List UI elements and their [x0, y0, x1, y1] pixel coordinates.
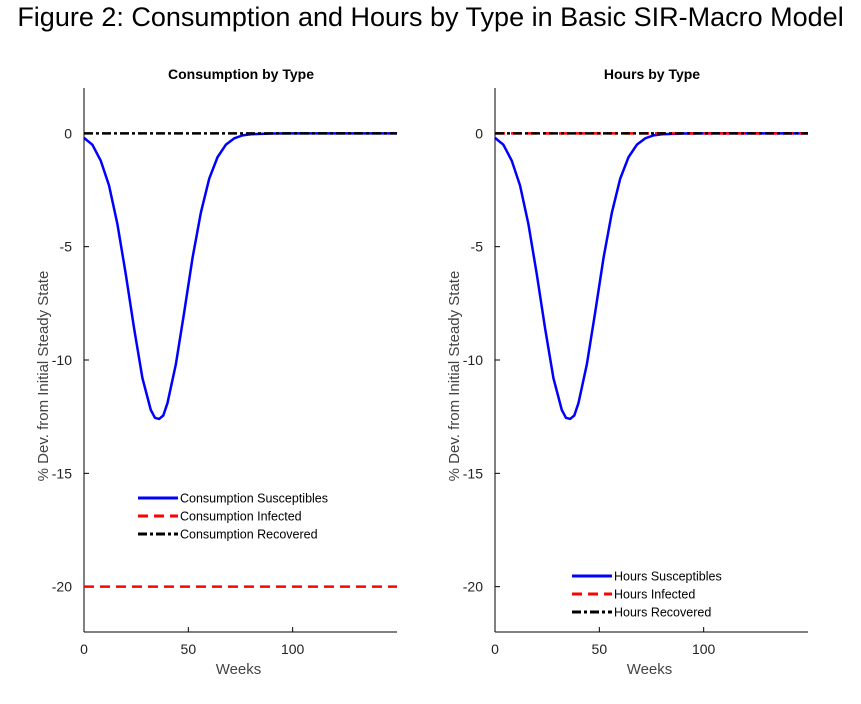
chart-2-y-tick-label: -20 — [463, 579, 483, 595]
chart-1-title: Consumption by Type — [168, 66, 314, 82]
chart-2-y-axis-label: % Dev. from Initial Steady State — [446, 271, 463, 482]
chart-1-legend-label-consumption-infected: Consumption Infected — [180, 510, 302, 524]
chart-1-x-axis-label: Weeks — [216, 661, 262, 678]
chart-1-series-consumption-susceptibles — [83, 132, 397, 421]
chart-1-y-tick-label: -20 — [52, 579, 72, 595]
chart-2-x-tick-label: 0 — [491, 641, 499, 657]
chart-2-legend-label-hours-infected: Hours Infected — [614, 588, 695, 602]
chart-2-y-tick-label: -15 — [463, 465, 483, 481]
chart-1-y-axis-label: % Dev. from Initial Steady State — [35, 271, 52, 482]
chart-2-x-axis-label: Weeks — [627, 661, 673, 678]
chart-1-x-tick-label: 50 — [181, 641, 197, 657]
chart-1-legend-label-consumption-recovered: Consumption Recovered — [180, 528, 318, 542]
chart-1-y-tick-label: -15 — [52, 465, 72, 481]
chart-2-x-tick-label: 100 — [692, 641, 716, 657]
chart-1-y-tick-label: -5 — [60, 239, 73, 255]
chart-2-x-tick-label: 50 — [592, 641, 608, 657]
figure-title: Figure 2: Consumption and Hours by Type … — [17, 2, 844, 32]
chart-1-x-tick-label: 0 — [80, 641, 88, 657]
chart-2-legend-label-hours-recovered: Hours Recovered — [614, 606, 711, 620]
chart-2-y-tick-label: -10 — [463, 352, 483, 368]
consumption-chart: Consumption by Type 0 -5 -10 -15 -20 0 50 100 Wee… — [35, 66, 397, 678]
chart-1-y-tick-label: -10 — [52, 352, 72, 368]
chart-2-series-hours-susceptibles — [494, 132, 808, 421]
chart-2-legend-label-hours-susceptibles: Hours Susceptibles — [614, 570, 722, 584]
chart-1-x-tick-label: 100 — [281, 641, 305, 657]
chart-2-y-tick-label: -5 — [471, 239, 484, 255]
chart-2-title: Hours by Type — [604, 66, 700, 82]
chart-1-legend-label-consumption-susceptibles: Consumption Susceptibles — [180, 492, 328, 506]
chart-2-y-tick-label: 0 — [475, 125, 483, 141]
hours-chart: Hours by Type 0 -5 -10 -15 -20 0 50 100 Weeks % De… — [446, 66, 808, 678]
chart-1-y-tick-label: 0 — [64, 125, 72, 141]
